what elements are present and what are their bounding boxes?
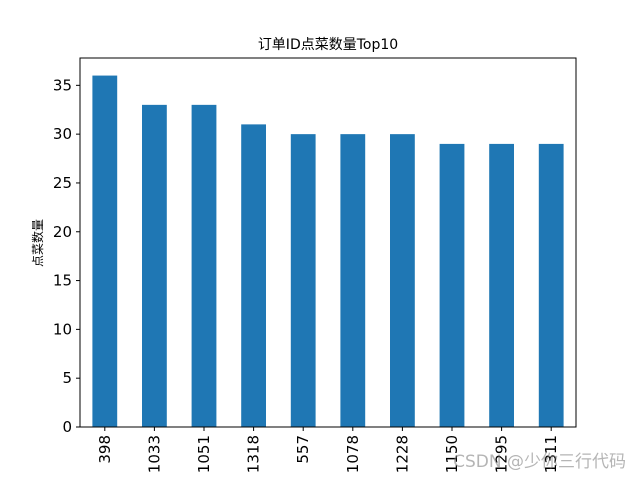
plot-frame — [79, 57, 577, 428]
y-tick-label: 0 — [62, 418, 72, 436]
bar-1033 — [142, 104, 167, 428]
bar-1150 — [439, 143, 465, 427]
x-tick-label: 1033 — [145, 435, 163, 473]
y-axis-label: 点菜数量 — [30, 219, 45, 267]
y-ticks-group: 0 5 10 15 20 25 30 35 — [53, 76, 80, 436]
x-tick-label: 557 — [294, 435, 312, 464]
x-tick-label: 1051 — [195, 435, 213, 473]
x-tick-label: 1078 — [344, 435, 362, 473]
x-tick-label: 398 — [96, 435, 114, 464]
bar-1228 — [390, 134, 415, 427]
x-tick-label: 1311 — [542, 435, 560, 473]
x-ticks-group: 398 1033 1051 1318 557 1078 1228 1150 1295 1311 — [96, 427, 560, 473]
x-tick-label: 1228 — [393, 435, 411, 473]
bar-1295 — [489, 143, 514, 427]
bar-398 — [92, 75, 118, 427]
watermark: CSDN @少你三行代码 — [453, 452, 626, 472]
x-tick-label: 1295 — [493, 435, 511, 473]
y-tick-label: 5 — [62, 369, 72, 387]
x-tick-label: 1150 — [443, 435, 461, 473]
bar-1051 — [191, 104, 217, 428]
bar-1078 — [340, 134, 366, 427]
y-tick-label: 30 — [53, 125, 72, 143]
bar-1311 — [538, 143, 564, 427]
y-tick-label: 20 — [53, 223, 72, 241]
y-tick-label: 15 — [53, 272, 72, 290]
x-tick-label: 1318 — [245, 435, 263, 473]
y-tick-label: 10 — [53, 320, 72, 338]
y-tick-label: 25 — [53, 174, 72, 192]
chart-title: 订单ID点菜数量Top10 — [258, 37, 398, 53]
bar-557 — [290, 134, 316, 427]
bars-group — [92, 75, 564, 428]
y-tick-label: 35 — [53, 76, 72, 94]
bar-1318 — [241, 124, 266, 427]
